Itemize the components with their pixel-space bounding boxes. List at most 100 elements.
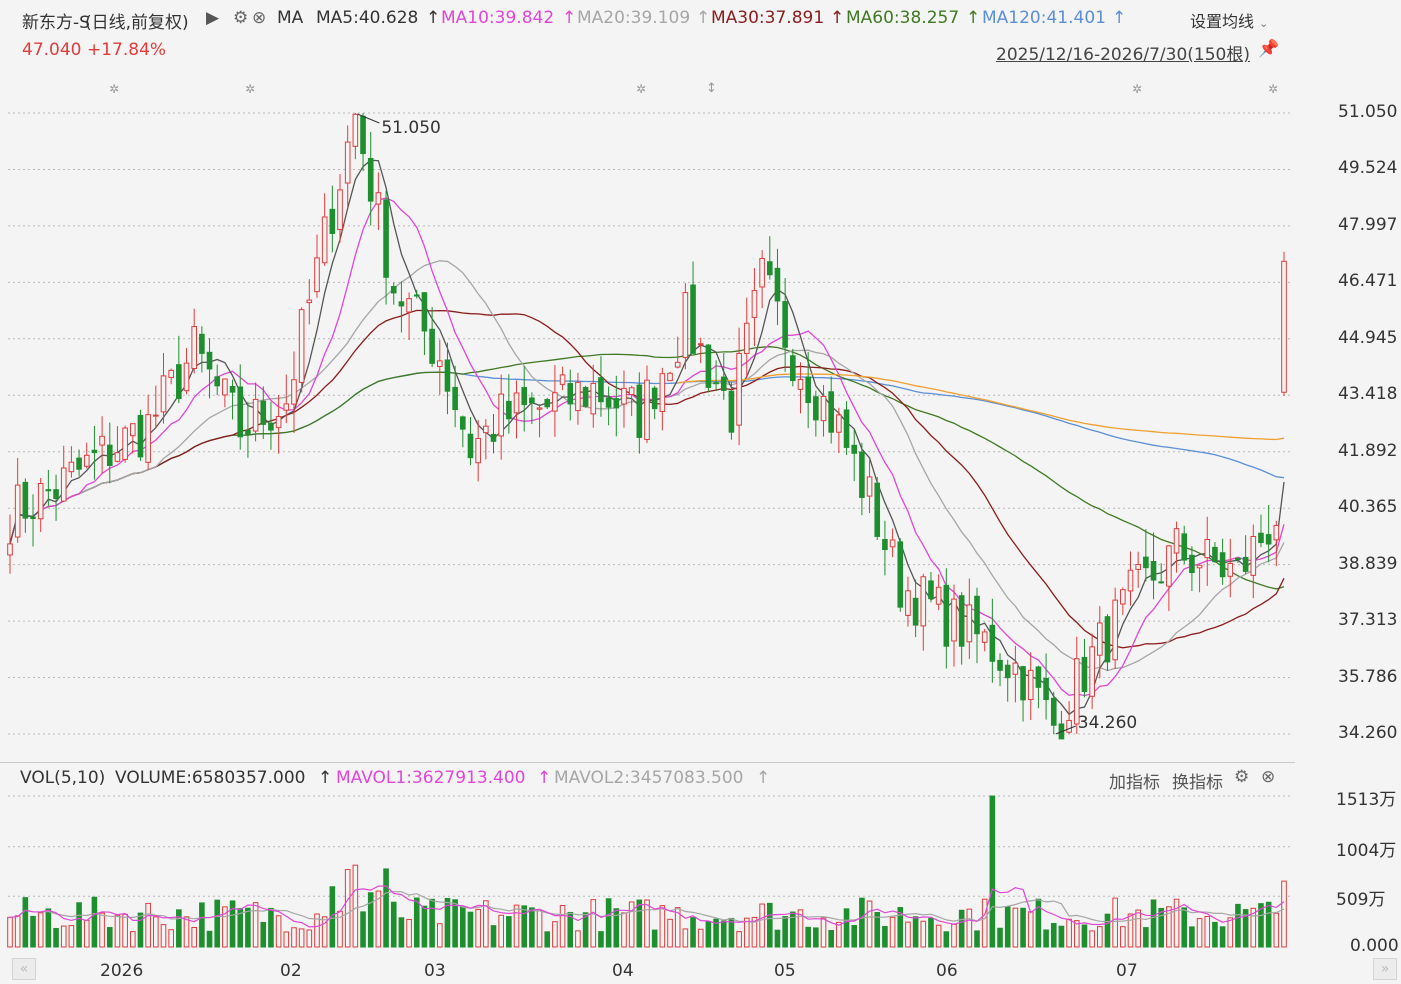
volume-bar (943, 931, 950, 948)
volume-bar (1073, 920, 1080, 948)
volume-bar (912, 916, 919, 948)
volume-bar (1227, 917, 1234, 948)
candle-body (882, 539, 888, 551)
candle-body (958, 595, 965, 647)
price-tick-label: 35.786 (1338, 666, 1398, 687)
candle-body (390, 286, 397, 294)
high-arrow (357, 113, 380, 124)
candle-body (981, 631, 988, 643)
candle-body (651, 387, 658, 410)
high-annotation: 51.050 (381, 118, 440, 138)
candle-body (53, 489, 59, 500)
volume-bar (736, 931, 742, 948)
volume-bar (774, 929, 781, 948)
volume-bar (1081, 924, 1088, 948)
volume-bar (106, 927, 113, 948)
add-indicator-button[interactable]: 加指标 (1109, 773, 1160, 793)
mavol5-line (9, 885, 1285, 928)
scroll-right-button[interactable]: » (1373, 958, 1397, 980)
candle-body (1219, 552, 1226, 578)
volume-bar (1204, 915, 1211, 948)
switch-indicator-button[interactable]: 换指标 (1172, 773, 1223, 793)
date-range-link[interactable]: 2025/12/16-2026/7/30(150根) (996, 45, 1250, 65)
volume-bar (1219, 926, 1226, 948)
volume-bar (905, 921, 911, 948)
gear-icon[interactable]: ⚙ (233, 8, 249, 28)
candle-body (68, 461, 75, 473)
event-marker-icon[interactable]: ✲ (1132, 82, 1143, 96)
close-icon[interactable]: ⊗ (252, 8, 267, 28)
scroll-left-button[interactable]: « (12, 958, 36, 980)
volume-bar (889, 916, 896, 948)
volume-bar (467, 911, 474, 948)
candle-body (37, 482, 44, 520)
volume-tick-label: 0.000 (1350, 936, 1399, 956)
price-tick-label: 47.997 (1338, 214, 1398, 235)
event-marker-icon[interactable]: ✲ (636, 82, 647, 96)
candle-body (337, 189, 343, 231)
candle-body (122, 427, 128, 460)
candle-body (997, 659, 1003, 671)
volume-bar (766, 902, 773, 948)
candle-body (1173, 528, 1180, 554)
candle-body (828, 391, 834, 433)
candle-body (398, 301, 405, 307)
candle-body (529, 397, 535, 404)
x-tick-label: 03 (424, 961, 446, 981)
ma-settings-button[interactable]: 设置均线 ⌄ (1190, 8, 1268, 32)
candle-body (1158, 581, 1165, 584)
candle-body (1127, 569, 1134, 592)
volume-bar (1058, 925, 1065, 948)
candle-body (153, 414, 159, 417)
volume-bar (460, 906, 466, 948)
ma120-value: MA120:41.401 (982, 8, 1106, 28)
volume-bar (828, 929, 834, 948)
volume-bar (536, 910, 543, 948)
volume-bar (874, 912, 881, 948)
candle-body (1273, 524, 1280, 541)
volume-bar (7, 916, 13, 948)
candle-body (582, 386, 589, 407)
candle-body (1020, 666, 1026, 701)
event-marker-icon[interactable]: ✲ (245, 82, 256, 96)
candle-body (951, 598, 957, 642)
candle-body (667, 372, 673, 382)
candle-body (705, 344, 712, 388)
event-marker-icon[interactable]: ✲ (1268, 82, 1279, 96)
candle-body (636, 384, 643, 438)
volume-bar (344, 869, 351, 948)
candle-body (91, 449, 98, 454)
candle-body (521, 387, 528, 406)
candle-body (214, 376, 221, 387)
volume-bar (621, 912, 627, 948)
candle-body (375, 192, 382, 205)
close-icon[interactable]: ⊗ (1261, 767, 1276, 787)
ma60-value: MA60:38.257 (846, 8, 960, 28)
event-marker-icon[interactable]: ✲ (109, 82, 120, 96)
play-icon[interactable]: ▶ (206, 8, 220, 28)
gear-icon[interactable]: ⚙ (1234, 767, 1250, 787)
volume-bar (506, 916, 512, 948)
candle-body (314, 257, 320, 293)
candle-body (1150, 561, 1157, 581)
candle-body (674, 361, 681, 368)
candle-body (851, 444, 858, 454)
volume-bar (628, 901, 635, 948)
pin-icon[interactable]: 📌 (1258, 39, 1280, 59)
candle-body (889, 539, 896, 548)
volume-bar (1104, 913, 1111, 948)
candle-body (720, 376, 727, 391)
candle-body (475, 437, 481, 464)
candle-body (360, 115, 366, 155)
candle-body (836, 414, 842, 433)
candle-body (759, 257, 765, 288)
volume-bar (214, 899, 221, 948)
volume-bar (705, 920, 712, 948)
split-marker-icon[interactable]: ↕ (706, 81, 717, 96)
price-tick-label: 41.892 (1338, 440, 1398, 461)
candle-body (690, 284, 696, 354)
candle-body (160, 375, 167, 413)
volume-bar (360, 911, 366, 948)
candle-body (229, 386, 236, 393)
